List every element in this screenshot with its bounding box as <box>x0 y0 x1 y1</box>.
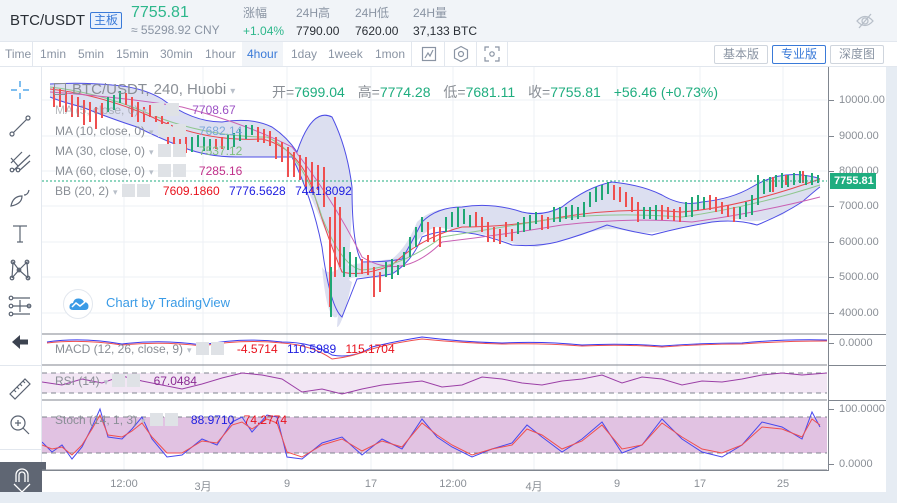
board-tag: 主板 <box>90 12 123 29</box>
price-change: +56.46 (+0.73%) <box>613 84 719 100</box>
tab-1mon[interactable]: 1mon <box>375 47 406 61</box>
stat-24h-high: 24H高 7790.00 <box>296 6 340 38</box>
current-price-tag: 7755.81 <box>830 173 876 189</box>
divider <box>32 42 33 66</box>
tab-5min[interactable]: 5min <box>78 47 105 61</box>
pattern-icon[interactable] <box>8 258 32 282</box>
settings-icon[interactable] <box>157 144 171 157</box>
tab-30min[interactable]: 30min <box>160 47 193 61</box>
legend-ma10: MA (10, close, 0) ▾ 7682.14 <box>55 124 243 138</box>
last-price: 7755.81 <box>131 4 189 21</box>
tab-15min[interactable]: 15min <box>116 47 149 61</box>
crosshair-icon[interactable] <box>8 78 32 102</box>
ruler-icon[interactable] <box>8 377 32 401</box>
legend-ma60: MA (60, close, 0) ▾ 7285.16 <box>55 164 243 178</box>
chevron-down-icon[interactable]: ▾ <box>103 377 109 387</box>
bottom-strip <box>0 492 897 503</box>
legend-rsi: RSI (14) ▾ 67.0484 <box>55 374 197 388</box>
close-icon[interactable] <box>172 164 186 177</box>
pitchfork-icon[interactable] <box>8 150 32 174</box>
close-icon[interactable] <box>164 413 178 426</box>
zoom-in-icon[interactable] <box>8 413 32 437</box>
chevron-down-icon[interactable]: ▾ <box>230 86 236 97</box>
divider <box>0 449 42 450</box>
stat-24h-volume: 24H量 37,133 BTC <box>413 6 478 38</box>
close-icon[interactable] <box>136 184 150 197</box>
chart-toolbar: Time 1min 5min 15min 30min 1hour 4hour 1… <box>0 42 897 67</box>
legend-ma30: MA (30, close, 0) ▾ 7537.12 <box>55 144 243 158</box>
market-header: BTC/USDT 主板 7755.81 ≈ 55298.92 CNY 涨幅 +1… <box>0 0 897 42</box>
time-axis[interactable]: 12:00 3月 9 17 12:00 4月 9 17 25 <box>42 470 828 493</box>
legend-stoch: Stoch (14, 1, 3) ▾ 88.9710 74.2774 <box>55 413 288 427</box>
close-icon[interactable] <box>172 124 186 137</box>
chevron-down-icon[interactable]: ▾ <box>149 147 154 157</box>
price-axis[interactable]: 10000.00 9000.00 8000.00 7000.00 6000.00… <box>828 67 887 471</box>
chevron-down-icon[interactable]: ▾ <box>113 187 118 197</box>
fib-icon[interactable] <box>8 294 32 318</box>
divider <box>444 42 445 66</box>
cny-equivalent: ≈ 55298.92 CNY <box>131 23 220 37</box>
tab-1hour[interactable]: 1hour <box>205 47 236 61</box>
tab-1week[interactable]: 1week <box>328 47 363 61</box>
legend-bb: BB (20, 2) ▾ 7609.1860 7776.5628 7441.809… <box>55 184 352 198</box>
settings-icon[interactable] <box>112 374 126 387</box>
close-icon[interactable] <box>127 374 141 387</box>
collapse-icon[interactable] <box>54 83 66 95</box>
settings-hexagon-icon[interactable] <box>452 45 470 63</box>
close-icon[interactable] <box>210 342 224 355</box>
basic-version-button[interactable]: 基本版 <box>714 45 769 64</box>
chevron-down-icon[interactable]: ▾ <box>142 106 147 116</box>
divider <box>476 42 477 66</box>
stat-change: 涨幅 +1.04% <box>243 6 285 38</box>
chevron-down-icon[interactable]: ▾ <box>141 416 146 426</box>
tradingview-watermark[interactable]: Chart by TradingView <box>106 295 231 310</box>
tab-1min[interactable]: 1min <box>40 47 67 61</box>
tab-4hour[interactable]: 4hour <box>242 42 283 66</box>
settings-icon[interactable] <box>121 184 135 197</box>
pro-version-button[interactable]: 专业版 <box>772 45 827 64</box>
close-icon[interactable] <box>172 144 186 157</box>
right-scrollbar[interactable] <box>886 67 897 503</box>
legend-macd: MACD (12, 26, close, 9) ▾ -4.5714 110.598… <box>55 342 395 356</box>
text-icon[interactable] <box>8 222 32 246</box>
divider <box>507 42 508 66</box>
settings-icon[interactable] <box>195 342 209 355</box>
fullscreen-icon[interactable] <box>483 45 501 63</box>
back-arrow-icon[interactable] <box>8 330 32 354</box>
divider <box>0 365 42 366</box>
brush-icon[interactable] <box>8 186 32 210</box>
chevron-down-icon[interactable]: ▾ <box>149 167 154 177</box>
cloud-icon <box>69 298 89 310</box>
tab-1day[interactable]: 1day <box>291 47 318 61</box>
settings-icon[interactable] <box>150 103 164 116</box>
pair-name: BTC/USDT <box>10 12 85 29</box>
chart-type-icon[interactable] <box>420 45 438 63</box>
settings-icon[interactable] <box>157 164 171 177</box>
chevron-down-icon[interactable]: ▾ <box>187 345 192 355</box>
close-icon[interactable] <box>165 103 179 116</box>
stat-24h-low: 24H低 7620.00 <box>355 6 399 38</box>
divider <box>411 42 412 66</box>
tradingview-logo[interactable] <box>63 289 93 319</box>
depth-chart-button[interactable]: 深度图 <box>830 45 885 64</box>
magnet-lock-icon <box>13 468 31 493</box>
chevron-down-icon[interactable]: ▾ <box>149 127 154 137</box>
chart-title[interactable]: BTC/USDT, 240, Huobi ▾ <box>54 81 235 98</box>
tab-time[interactable]: Time <box>5 47 32 61</box>
eye-off-icon[interactable] <box>855 11 875 31</box>
ohlc-values: 开=7699.04 高=7774.28 低=7681.11 收=7755.81 … <box>272 84 719 100</box>
legend-ma5: MA (5, close, 0) ▾ 7708.67 <box>55 103 236 117</box>
settings-icon[interactable] <box>149 413 163 426</box>
drawing-toolbar <box>0 67 46 503</box>
trend-line-icon[interactable] <box>8 114 32 138</box>
settings-icon[interactable] <box>157 124 171 137</box>
